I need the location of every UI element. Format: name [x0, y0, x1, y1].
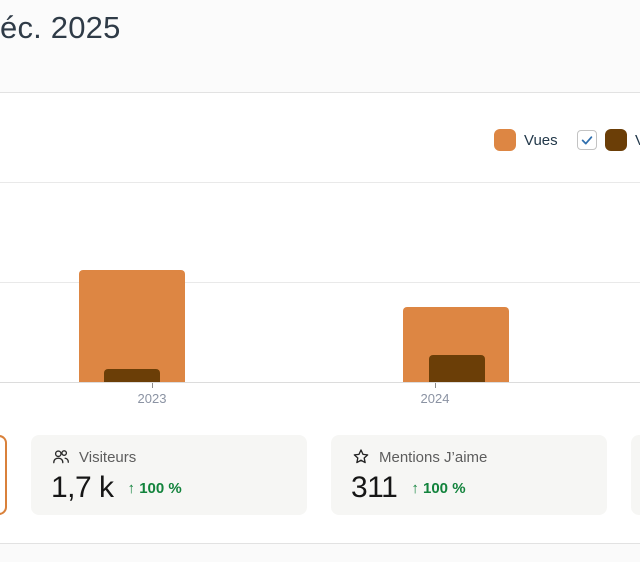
stat-card-visiteurs[interactable]: Visiteurs 1,7 k ↑ 100 % [31, 435, 307, 515]
gridline [0, 282, 640, 283]
legend-item-second-series[interactable]: V [577, 129, 640, 151]
stat-card-mentions-jaime[interactable]: Mentions J’aime 311 ↑ 100 % [331, 435, 607, 515]
star-icon [352, 448, 370, 466]
x-axis-label: 2023 [137, 391, 167, 406]
section-divider [0, 543, 640, 544]
page-title: éc. 2025 [0, 10, 121, 45]
stat-card-change: ↑ 100 % [127, 479, 182, 497]
legend-label-second: V [635, 132, 640, 149]
stat-card-label: Mentions J’aime [379, 448, 488, 466]
legend-label-vues: Vues [524, 131, 558, 149]
people-icon [52, 448, 70, 466]
stat-card-value: 311 [351, 471, 398, 504]
legend-item-vues[interactable]: Vues [494, 129, 558, 151]
bar-vues-2023[interactable] [79, 270, 185, 382]
series-checkbox[interactable] [577, 130, 597, 150]
stat-card-value: 1,7 k [51, 471, 114, 504]
bar-v-2023[interactable] [104, 369, 160, 382]
x-axis-line [0, 382, 640, 383]
x-axis-label: 2024 [420, 391, 450, 406]
stat-card-label: Visiteurs [79, 448, 137, 466]
checkmark-icon [581, 136, 593, 145]
stat-card-change: ↑ 100 % [411, 479, 466, 497]
vues-series-swatch [494, 129, 516, 151]
next-section-background [0, 544, 640, 562]
stat-card-partial-right[interactable] [631, 435, 640, 515]
gridline [0, 182, 640, 183]
stat-card-selected-partial[interactable] [0, 435, 7, 515]
axis-tick [152, 383, 153, 388]
header-divider [0, 92, 640, 93]
axis-tick [435, 383, 436, 388]
second-series-swatch [605, 129, 627, 151]
bar-v-2024[interactable] [429, 355, 485, 382]
